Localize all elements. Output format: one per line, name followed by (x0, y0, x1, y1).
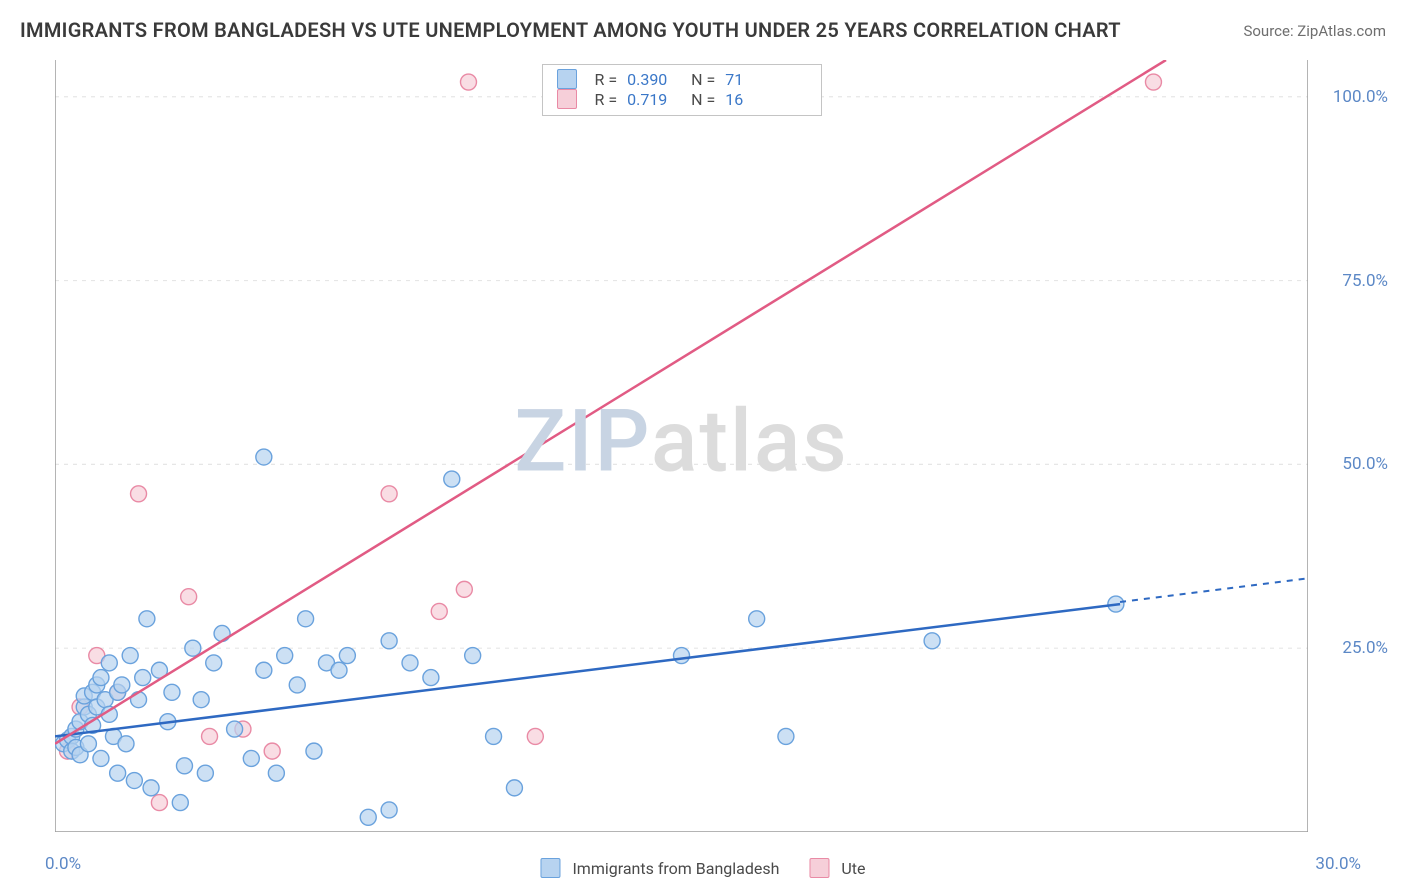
n-label-0: N = (691, 70, 715, 89)
ytick-label-3: 100.0% (1333, 87, 1388, 107)
swatch-series-0 (557, 69, 577, 89)
swatch-series-1 (557, 89, 577, 109)
xtick-label-left: 0.0% (45, 854, 81, 874)
series-0-name: Immigrants from Bangladesh (572, 859, 779, 878)
swatch-bottom-1 (809, 858, 829, 878)
swatch-bottom-0 (540, 858, 560, 878)
ytick-label-1: 50.0% (1342, 454, 1388, 474)
ytick-label-2: 75.0% (1342, 271, 1388, 291)
chart-container: IMMIGRANTS FROM BANGLADESH VS UTE UNEMPL… (0, 0, 1406, 892)
n-value-0: 71 (725, 70, 779, 89)
correlation-legend: R = 0.390 N = 71 R = 0.719 N = 16 (542, 64, 822, 116)
legend-row-series-0: R = 0.390 N = 71 (557, 69, 807, 89)
n-value-1: 16 (725, 90, 779, 109)
legend-item-series-0: Immigrants from Bangladesh (540, 858, 779, 878)
r-label-1: R = (595, 90, 618, 109)
r-value-0: 0.390 (627, 70, 681, 89)
n-label-1: N = (691, 90, 715, 109)
legend-item-series-1: Ute (809, 858, 865, 878)
chart-title: IMMIGRANTS FROM BANGLADESH VS UTE UNEMPL… (20, 18, 1121, 42)
legend-row-series-1: R = 0.719 N = 16 (557, 89, 807, 109)
r-value-1: 0.719 (627, 90, 681, 109)
series-1-name: Ute (841, 859, 865, 878)
xtick-label-right: 30.0% (1315, 854, 1361, 874)
scatter-plot-svg (55, 60, 1308, 832)
source-attribution: Source: ZipAtlas.com (1243, 22, 1386, 40)
r-label-0: R = (595, 70, 618, 89)
ytick-label-0: 25.0% (1342, 638, 1388, 658)
series-legend: Immigrants from Bangladesh Ute (540, 858, 865, 878)
plot-area: ZIPatlas R = 0.390 N = 71 R = 0.719 N = … (55, 60, 1308, 832)
